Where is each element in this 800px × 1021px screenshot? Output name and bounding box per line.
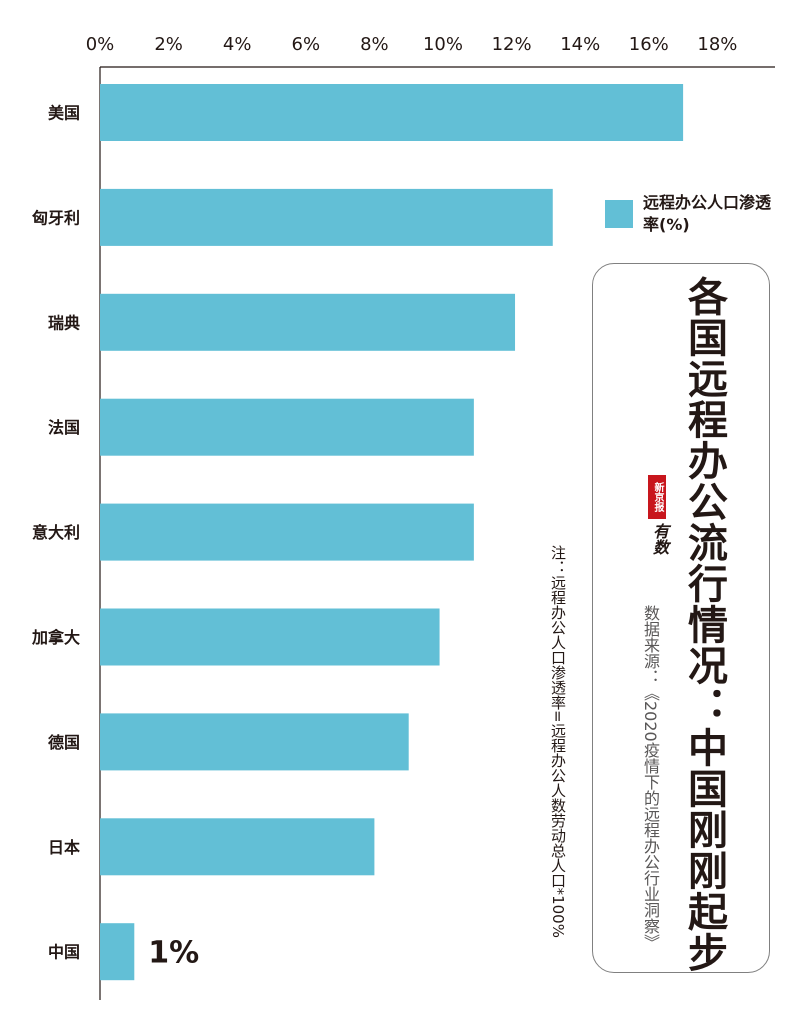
category-label: 加拿大	[31, 628, 80, 647]
logo-brand-text: 有数	[650, 523, 669, 555]
chart-legend: 远程办公人口渗透率(%)	[605, 192, 773, 236]
bar	[100, 713, 409, 771]
bar	[100, 923, 135, 981]
brand-logo: 新京报 有数	[643, 475, 671, 555]
category-label: 匈牙利	[31, 208, 80, 227]
x-tick-label: 18%	[697, 34, 737, 55]
x-tick-label: 8%	[360, 34, 389, 55]
category-label: 瑞典	[48, 313, 80, 332]
x-tick-label: 14%	[560, 34, 600, 55]
bar	[100, 818, 375, 876]
bar	[100, 188, 553, 246]
bar	[100, 293, 516, 351]
x-tick-label: 16%	[629, 34, 669, 55]
bar	[100, 608, 440, 666]
chart-title: 各国远程办公流行情况：中国刚刚起步	[681, 276, 727, 973]
x-tick-label: 12%	[492, 34, 532, 55]
x-tick-label: 6%	[292, 34, 321, 55]
category-label: 意大利	[32, 523, 80, 542]
logo-seal: 新京报	[648, 475, 666, 519]
category-label: 法国	[48, 418, 80, 437]
data-source-note: 数据来源：《2020疫情下的远程办公行业洞察》	[641, 605, 660, 950]
bar	[100, 398, 474, 456]
legend-swatch	[605, 200, 633, 228]
category-label: 日本	[48, 838, 80, 857]
footnote: 注：远程办公人口渗透率=远程办公人数劳动总人口*100%	[549, 545, 567, 938]
category-label: 美国	[48, 104, 80, 123]
x-tick-label: 2%	[154, 34, 183, 55]
bar	[100, 84, 684, 141]
x-tick-label: 4%	[223, 34, 252, 55]
category-label: 德国	[48, 733, 80, 752]
data-label: 1%	[148, 936, 199, 971]
x-tick-label: 10%	[423, 34, 463, 55]
legend-label: 远程办公人口渗透率(%)	[643, 193, 772, 234]
category-label: 中国	[48, 943, 80, 962]
x-tick-label: 0%	[86, 34, 115, 55]
title-box	[592, 263, 770, 973]
bar	[100, 503, 474, 561]
